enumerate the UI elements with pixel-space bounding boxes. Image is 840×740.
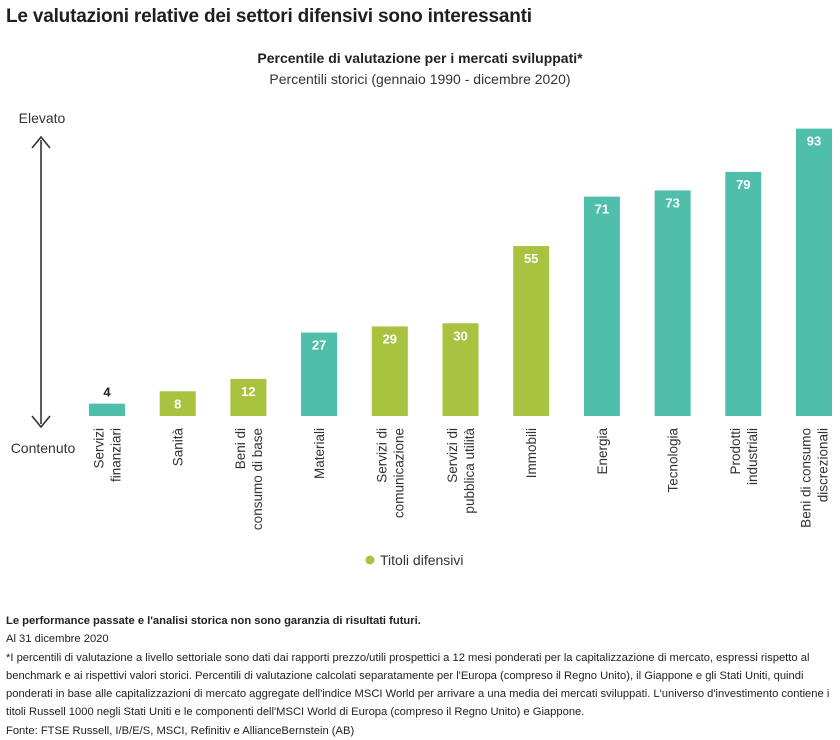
bar: [725, 171, 762, 416]
data-label: 79: [736, 177, 750, 192]
methodology-note: *I percentili di valutazione a livello s…: [6, 651, 830, 719]
disclaimer: Le performance passate e l'analisi stori…: [6, 615, 421, 627]
bar: [159, 391, 196, 416]
x-tick-label: Servizi di pubblica utilità: [445, 428, 477, 514]
x-tick-label: Beni di consumo di base: [233, 428, 265, 530]
arrow-down-icon: [31, 415, 51, 429]
arrow-up-icon: [31, 135, 51, 149]
x-tick-label: Immobili: [524, 428, 539, 478]
x-tick-label: Servizi di comunicazione: [374, 428, 406, 518]
x-tick-label: Tecnologia: [666, 428, 681, 493]
bar: [371, 326, 408, 416]
bar: [230, 378, 267, 416]
y-axis-bottom-label: Contenuto: [11, 440, 76, 456]
data-label: 30: [453, 328, 467, 343]
x-tick-label: Sanità: [171, 428, 186, 467]
data-label: 73: [665, 195, 679, 210]
data-label: 29: [383, 331, 397, 346]
source-note: Fonte: FTSE Russell, I/B/E/S, MSCI, Refi…: [6, 724, 355, 737]
footnotes: Le performance passate e l'analisi stori…: [6, 612, 834, 740]
bar: [513, 246, 550, 416]
data-label: 4: [103, 385, 111, 400]
data-label: 8: [174, 396, 181, 411]
bar: [301, 332, 338, 416]
y-axis-top-label: Elevato: [19, 110, 66, 126]
data-label: 27: [312, 338, 326, 353]
x-tick-label: Beni di consumo discrezionali: [799, 428, 831, 528]
bar-chart: Elevato Contenuto 4 Servizi finanziari 8 Sanit…: [11, 110, 832, 568]
bar: [442, 323, 479, 416]
bar: [89, 403, 125, 416]
x-tick-label: Prodotti industriali: [728, 428, 760, 485]
data-label: 12: [241, 384, 255, 399]
as-of-date: Al 31 dicembre 2020: [6, 633, 109, 646]
x-tick-label: Servizi finanziari: [92, 428, 124, 482]
data-label: 71: [595, 202, 609, 217]
x-tick-label: Energia: [595, 428, 610, 475]
data-label: 93: [807, 134, 821, 149]
legend-marker: [365, 555, 375, 565]
bar: [654, 190, 691, 416]
bar: [796, 128, 832, 416]
data-label: 55: [524, 251, 538, 266]
x-tick-label: Materiali: [312, 428, 327, 479]
bar: [583, 196, 620, 416]
legend-label: Titoli difensivi: [380, 552, 464, 568]
chart-title: Percentile di valutazione per i mercati …: [257, 50, 583, 66]
page-title: Le valutazioni relative dei settori dife…: [6, 6, 532, 27]
chart-subtitle: Percentili storici (gennaio 1990 - dicem…: [269, 71, 571, 87]
